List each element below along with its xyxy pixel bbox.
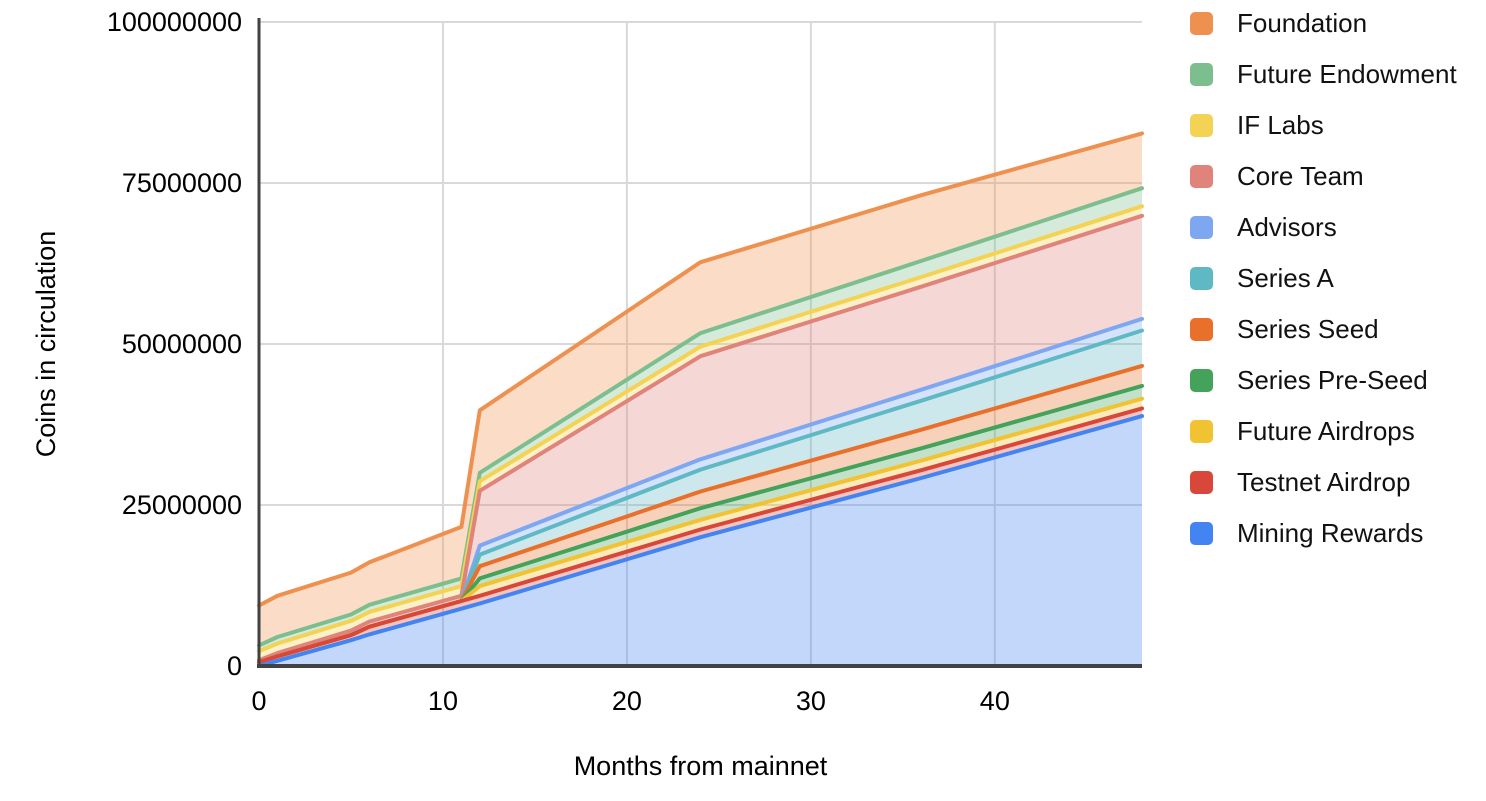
legend-item-testnet-airdrop: Testnet Airdrop — [1190, 467, 1457, 497]
legend-item-series-seed: Series Seed — [1190, 314, 1457, 344]
y-tick-label: 0 — [227, 651, 242, 681]
area-series-a — [259, 330, 1142, 663]
legend-item-advisors: Advisors — [1190, 212, 1457, 242]
area-series-pre-seed — [259, 385, 1142, 663]
area-future-airdrops — [259, 398, 1142, 663]
legend-swatch-if-labs — [1190, 114, 1213, 137]
chart-legend: Foundation Future Endowment IF Labs Core Te… — [1190, 8, 1457, 573]
legend-label: IF Labs — [1237, 110, 1324, 140]
x-axis-title: Months from mainnet — [574, 751, 828, 781]
legend-label: Mining Rewards — [1237, 518, 1424, 548]
legend-item-future-endowment: Future Endowment — [1190, 59, 1457, 89]
y-tick-label: 75000000 — [122, 168, 242, 198]
legend-label: Advisors — [1237, 212, 1337, 242]
area-series-seed — [259, 365, 1142, 663]
legend-item-series-a: Series A — [1190, 263, 1457, 293]
y-tick-label: 100000000 — [107, 7, 242, 37]
legend-label: Core Team — [1237, 161, 1364, 191]
x-tick-label: 20 — [612, 686, 642, 716]
legend-label: Series A — [1237, 263, 1334, 293]
legend-item-foundation: Foundation — [1190, 8, 1457, 38]
legend-item-future-airdrops: Future Airdrops — [1190, 416, 1457, 446]
x-tick-label: 10 — [428, 686, 458, 716]
legend-swatch-series-a — [1190, 267, 1213, 290]
legend-label: Series Pre-Seed — [1237, 365, 1428, 395]
legend-swatch-series-pre-seed — [1190, 369, 1213, 392]
series-lines — [257, 131, 1144, 668]
legend-label: Future Airdrops — [1237, 416, 1415, 446]
legend-swatch-testnet-airdrop — [1190, 471, 1213, 494]
y-axis-title: Coins in circulation — [31, 231, 61, 458]
legend-item-core-team: Core Team — [1190, 161, 1457, 191]
area-foundation — [259, 133, 1142, 646]
area-advisors — [259, 318, 1142, 663]
legend-swatch-advisors — [1190, 216, 1213, 239]
legend-label: Future Endowment — [1237, 59, 1457, 89]
y-tick-label: 50000000 — [122, 329, 242, 359]
legend-label: Testnet Airdrop — [1237, 467, 1411, 497]
y-tick-label: 25000000 — [122, 490, 242, 520]
legend-swatch-future-endowment — [1190, 63, 1213, 86]
legend-swatch-series-seed — [1190, 318, 1213, 341]
x-tick-label: 30 — [796, 686, 826, 716]
area-core-team — [259, 215, 1142, 663]
series-areas — [259, 133, 1142, 666]
legend-swatch-future-airdrops — [1190, 420, 1213, 443]
line-foundation — [257, 131, 1144, 608]
legend-swatch-mining-rewards — [1190, 522, 1213, 545]
legend-item-series-pre-seed: Series Pre-Seed — [1190, 365, 1457, 395]
x-tick-label: 0 — [251, 686, 266, 716]
legend-swatch-core-team — [1190, 165, 1213, 188]
legend-item-mining-rewards: Mining Rewards — [1190, 518, 1457, 548]
legend-item-if-labs: IF Labs — [1190, 110, 1457, 140]
line-mining-rewards — [257, 414, 1144, 668]
gridlines — [259, 21, 1142, 666]
tick-labels: 0 25000000 50000000 75000000 100000000 0 10 20 3… — [107, 7, 1010, 716]
legend-label: Series Seed — [1237, 314, 1379, 344]
line-testnet-airdrop — [257, 406, 1144, 665]
axes — [257, 18, 1142, 668]
legend-swatch-foundation — [1190, 12, 1213, 35]
legend-label: Foundation — [1237, 8, 1368, 38]
x-tick-label: 40 — [980, 686, 1010, 716]
